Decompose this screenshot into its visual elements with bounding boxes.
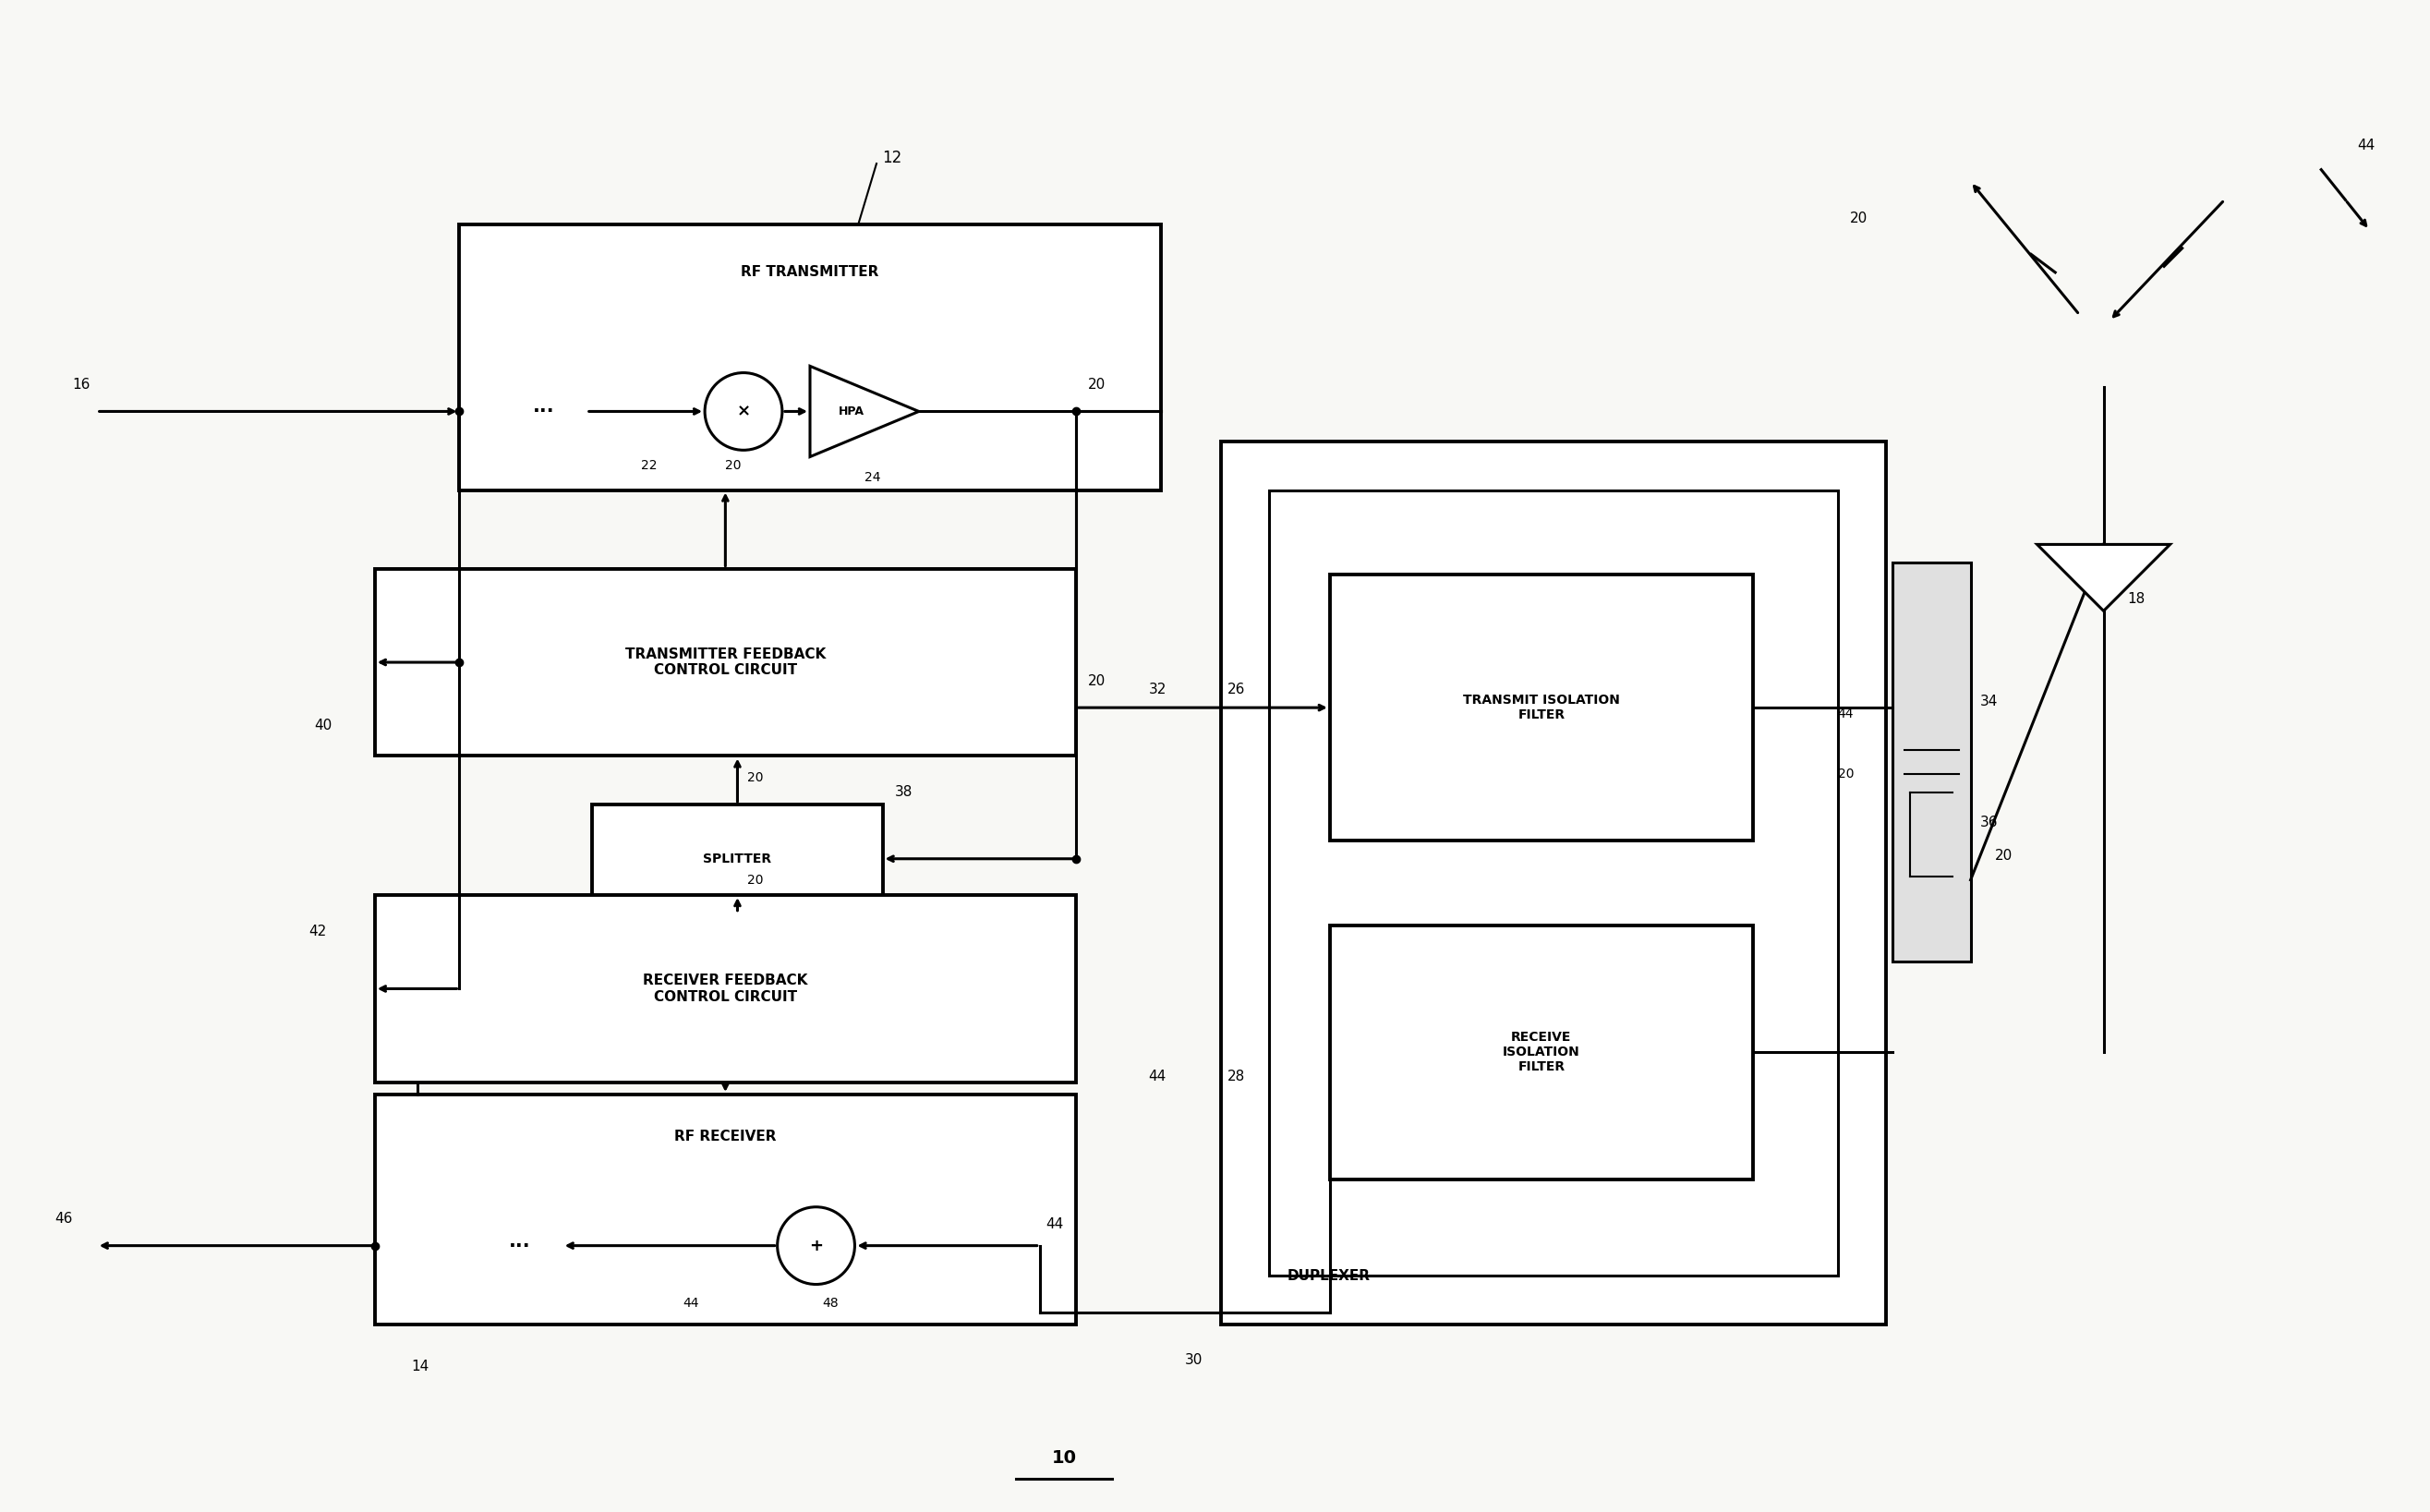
Text: 42: 42 <box>309 924 326 939</box>
Bar <box>1329 575 1752 841</box>
Text: RF TRANSMITTER: RF TRANSMITTER <box>741 266 880 280</box>
Text: 22: 22 <box>642 460 656 472</box>
Text: 16: 16 <box>73 378 90 392</box>
Bar <box>374 1095 1076 1325</box>
Text: 18: 18 <box>2129 591 2146 606</box>
Text: 20: 20 <box>1849 212 1869 225</box>
Text: RECEIVE
ISOLATION
FILTER: RECEIVE ISOLATION FILTER <box>1502 1031 1580 1074</box>
Text: 20: 20 <box>1089 378 1106 392</box>
Text: ×: × <box>736 404 751 420</box>
Text: TRANSMIT ISOLATION
FILTER: TRANSMIT ISOLATION FILTER <box>1463 694 1621 721</box>
Text: HPA: HPA <box>838 405 865 417</box>
Text: 30: 30 <box>1186 1353 1203 1367</box>
Bar <box>374 569 1076 756</box>
Text: 28: 28 <box>1227 1069 1244 1083</box>
Text: 20: 20 <box>1995 848 2012 863</box>
Text: ···: ··· <box>508 1237 530 1255</box>
Text: 20: 20 <box>746 874 763 888</box>
Text: 24: 24 <box>865 472 880 484</box>
Bar <box>374 895 1076 1083</box>
Text: 36: 36 <box>1980 815 1997 830</box>
Circle shape <box>705 373 782 451</box>
Text: 20: 20 <box>1089 674 1106 688</box>
Bar <box>1329 925 1752 1179</box>
Text: 44: 44 <box>1045 1217 1064 1231</box>
Text: 44: 44 <box>2357 139 2374 153</box>
Text: RECEIVER FEEDBACK
CONTROL CIRCUIT: RECEIVER FEEDBACK CONTROL CIRCUIT <box>644 974 807 1004</box>
Text: 26: 26 <box>1227 682 1244 697</box>
Text: 48: 48 <box>821 1297 838 1309</box>
Bar <box>459 224 1162 490</box>
Bar <box>1268 490 1837 1276</box>
Text: +: + <box>809 1237 824 1253</box>
Text: 10: 10 <box>1052 1450 1076 1467</box>
Text: 14: 14 <box>411 1359 428 1373</box>
Text: SPLITTER: SPLITTER <box>702 853 773 865</box>
Text: 44: 44 <box>683 1297 700 1309</box>
Text: 44: 44 <box>1837 708 1854 720</box>
Bar <box>1893 562 1971 962</box>
Polygon shape <box>809 366 919 457</box>
Text: 34: 34 <box>1980 694 1997 709</box>
Text: 44: 44 <box>1149 1069 1166 1083</box>
Text: 20: 20 <box>1837 768 1854 780</box>
Text: ···: ··· <box>532 402 554 420</box>
Text: 46: 46 <box>53 1213 73 1226</box>
Text: 12: 12 <box>882 150 902 166</box>
Text: 20: 20 <box>727 460 741 472</box>
Text: 32: 32 <box>1149 682 1166 697</box>
Polygon shape <box>2036 544 2170 611</box>
Text: RF RECEIVER: RF RECEIVER <box>676 1129 778 1143</box>
Text: DUPLEXER: DUPLEXER <box>1288 1269 1371 1282</box>
Text: TRANSMITTER FEEDBACK
CONTROL CIRCUIT: TRANSMITTER FEEDBACK CONTROL CIRCUIT <box>625 647 826 677</box>
Circle shape <box>778 1207 855 1284</box>
Text: 40: 40 <box>313 718 333 733</box>
Bar <box>593 804 882 913</box>
Text: 38: 38 <box>894 785 914 800</box>
Text: 20: 20 <box>746 771 763 785</box>
Bar <box>1220 442 1886 1325</box>
